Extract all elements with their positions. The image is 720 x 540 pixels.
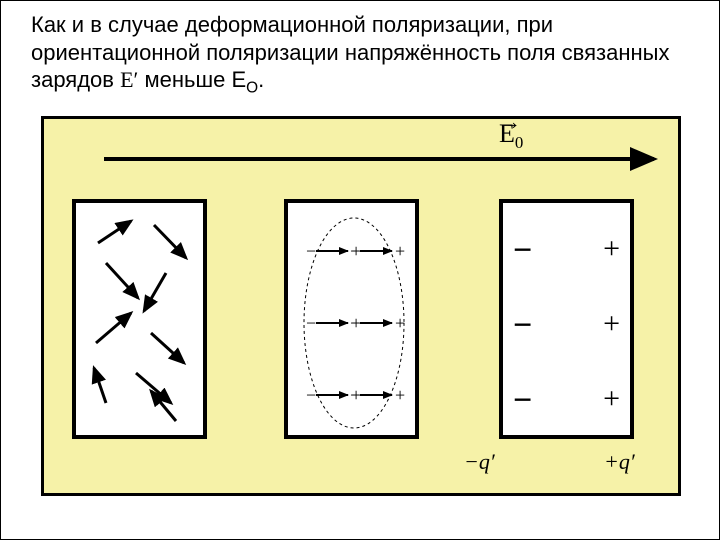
random-dipole-arrow: [106, 263, 138, 298]
dipole-minus: −: [306, 241, 316, 261]
panel-aligned-dipoles: −+−+−+−+−+−+: [284, 199, 419, 439]
dipole-plus: +: [395, 313, 405, 333]
dipole-minus: −: [350, 241, 360, 261]
bound-charge-minus: −: [513, 307, 532, 345]
panel2-svg: −+−+−+−+−+−+: [288, 203, 415, 435]
dipole-minus: −: [350, 313, 360, 333]
slide: Как и в случае деформационной поляризаци…: [0, 0, 720, 540]
random-dipole-arrow: [144, 273, 166, 311]
dipole-minus: −: [350, 385, 360, 405]
panel-random-dipoles: [72, 199, 207, 439]
bound-charge-plus: +: [603, 382, 620, 416]
panel-bound-charges: − + − + − +: [499, 199, 634, 439]
bound-charge-minus: −: [513, 382, 532, 420]
random-dipole-arrow: [96, 313, 131, 343]
caption-eprime: E′: [120, 67, 138, 92]
caption-mid: меньше E: [145, 67, 247, 92]
random-dipole-arrow: [98, 221, 131, 243]
dipole-plus: +: [395, 241, 405, 261]
random-dipole-arrow: [154, 225, 186, 258]
caption-sub: O: [246, 79, 258, 96]
dipole-plus: +: [395, 385, 405, 405]
random-dipole-arrow: [136, 373, 171, 403]
dipole-minus: −: [306, 313, 316, 333]
dipole-minus: −: [306, 385, 316, 405]
bound-charge-plus: +: [603, 232, 620, 266]
panel1-svg: [76, 203, 203, 435]
bound-charge-plus: +: [603, 307, 620, 341]
diagram-area: → E0 → E′ −q′ +q′: [41, 116, 681, 496]
caption-after: .: [258, 67, 264, 92]
random-dipole-arrow: [94, 368, 106, 403]
bound-charge-minus: −: [513, 232, 532, 270]
random-dipole-arrow: [151, 333, 184, 363]
caption-text: Как и в случае деформационной поляризаци…: [31, 11, 689, 98]
